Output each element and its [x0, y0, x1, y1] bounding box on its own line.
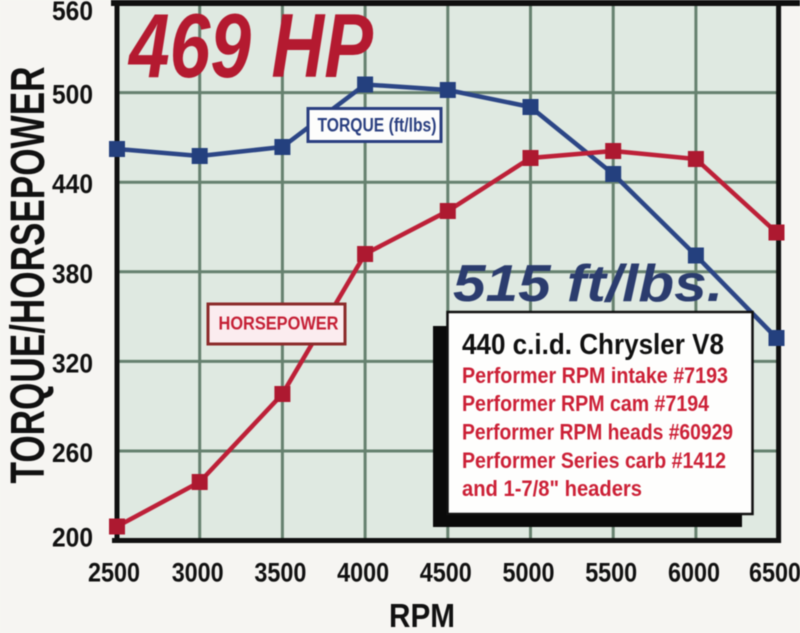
svg-text:560: 560	[52, 0, 93, 26]
svg-text:and 1-7/8" headers: and 1-7/8" headers	[462, 476, 642, 501]
svg-text:469 HP: 469 HP	[127, 0, 373, 97]
svg-text:3500: 3500	[254, 558, 306, 588]
svg-text:4500: 4500	[420, 558, 472, 588]
svg-text:260: 260	[52, 438, 93, 468]
svg-text:440 c.i.d. Chrysler V8: 440 c.i.d. Chrysler V8	[462, 329, 724, 361]
svg-text:TORQUE/HORSEPOWER: TORQUE/HORSEPOWER	[2, 67, 55, 484]
svg-text:380: 380	[52, 259, 93, 289]
svg-text:515 ft/lbs.: 515 ft/lbs.	[453, 255, 723, 313]
svg-text:6500: 6500	[749, 558, 800, 588]
svg-text:200: 200	[52, 523, 93, 553]
svg-text:6000: 6000	[668, 558, 720, 588]
svg-text:5500: 5500	[585, 558, 637, 588]
svg-text:500: 500	[52, 80, 93, 110]
svg-text:Performer RPM cam #7194: Performer RPM cam #7194	[462, 391, 710, 416]
svg-text:HORSEPOWER: HORSEPOWER	[219, 313, 339, 334]
svg-text:5000: 5000	[503, 558, 555, 588]
svg-text:Performer Series carb #1412: Performer Series carb #1412	[462, 448, 726, 473]
svg-text:320: 320	[52, 348, 93, 378]
svg-text:440: 440	[52, 169, 93, 199]
svg-text:3000: 3000	[172, 558, 224, 588]
svg-text:RPM: RPM	[389, 597, 455, 633]
svg-text:2500: 2500	[88, 558, 140, 588]
svg-text:4000: 4000	[337, 558, 389, 588]
svg-text:Performer RPM intake #7193: Performer RPM intake #7193	[462, 363, 728, 388]
svg-text:TORQUE (ft/lbs): TORQUE (ft/lbs)	[318, 116, 437, 137]
svg-text:Performer RPM heads #60929: Performer RPM heads #60929	[462, 420, 733, 445]
